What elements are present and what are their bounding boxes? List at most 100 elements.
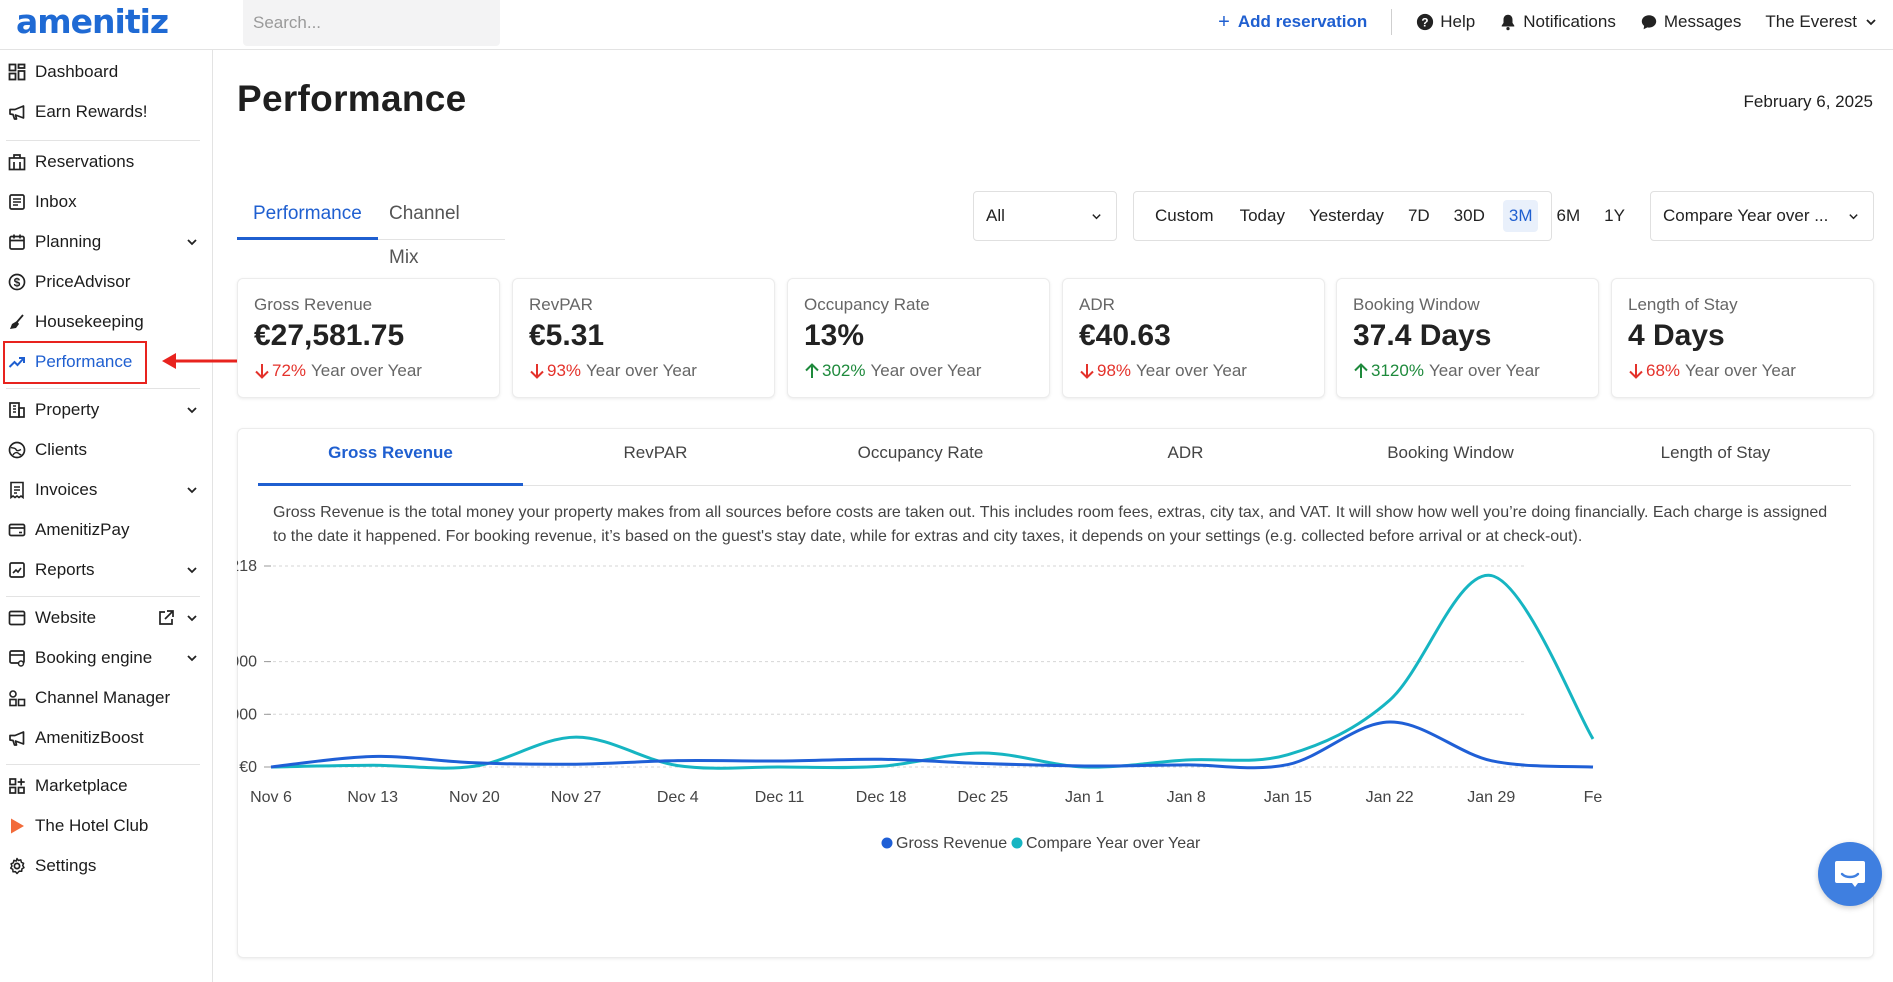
sidebar-item-property[interactable]: Property [0, 392, 212, 428]
sidebar-item-performance[interactable]: Performance [0, 344, 212, 380]
chevron-down-icon[interactable] [186, 236, 198, 248]
sidebar-item-booking-engine[interactable]: Booking engine [0, 640, 212, 676]
sidebar-item-amenitizpay[interactable]: AmenitizPay [0, 512, 212, 548]
sidebar-item-label: Dashboard [35, 62, 119, 81]
chart-tab-occupancy-rate[interactable]: Occupancy Rate [857, 443, 984, 462]
sidebar: Dashboard Earn Rewards! Reservations Inb… [0, 50, 213, 982]
sidebar-item-marketplace[interactable]: Marketplace [0, 768, 212, 804]
sidebar-item-the-hotel-club[interactable]: The Hotel Club [0, 808, 212, 844]
sidebar-item-reports[interactable]: Reports [0, 552, 212, 588]
sidebar-item-housekeeping[interactable]: Housekeeping [0, 304, 212, 340]
tab-performance[interactable]: Performance [237, 192, 378, 240]
sidebar-item-label: Clients [35, 440, 87, 459]
kpi-change-percent: 3120% [1371, 361, 1424, 380]
property-icon [9, 402, 25, 418]
sidebar-item-inbox[interactable]: Inbox [0, 184, 212, 220]
grid-icon [8, 63, 26, 81]
range-6m-button[interactable]: 6M [1556, 206, 1581, 225]
sidebar-item-clients[interactable]: Clients [0, 432, 212, 468]
legend-marker [881, 837, 893, 849]
x-tick-label: Fe [1584, 789, 1603, 806]
chevron-down-icon[interactable] [186, 652, 198, 664]
play-icon [11, 818, 24, 834]
kpi-change-suffix: Year over Year [870, 361, 982, 380]
compare-select[interactable]: Compare Year over ... [1650, 191, 1874, 241]
broom-icon [10, 314, 24, 329]
kpi-card-booking-window[interactable]: Booking Window 37.4 Days 3120% Year over… [1336, 278, 1599, 398]
external-link-icon[interactable] [157, 609, 175, 627]
sidebar-item-settings[interactable]: Settings [0, 848, 212, 884]
chart-tab-gross-revenue[interactable]: Gross Revenue [258, 430, 523, 486]
page-tabs: Performance Channel Mix [237, 192, 505, 268]
top-bar: amenitiz + Add reservation ? Help Notifi… [0, 0, 1893, 50]
kpi-change-suffix: Year over Year [1136, 361, 1247, 380]
add-reservation-label: Add reservation [1237, 12, 1368, 31]
kpi-change-percent: 72% [272, 361, 307, 380]
range-3m-button[interactable]: 3M [1502, 200, 1539, 232]
sidebar-item-priceadvisor[interactable]: $ PriceAdvisor [0, 264, 212, 300]
range-custom-button[interactable]: Custom [1155, 206, 1214, 225]
sidebar-item-amenitizboost[interactable]: AmenitizBoost [0, 720, 212, 756]
chat-support-button[interactable] [1818, 842, 1882, 906]
chart-tab-booking-window[interactable]: Booking Window [1387, 443, 1514, 462]
sidebar-item-reservations[interactable]: Reservations [0, 144, 212, 180]
kpi-card-adr[interactable]: ADR €40.63 98% Year over Year [1062, 278, 1325, 398]
x-tick-label: Dec 11 [755, 789, 805, 806]
filter-select[interactable]: All [973, 191, 1117, 241]
sidebar-item-earn-rewards[interactable]: Earn Rewards! [0, 94, 212, 130]
sidebar-item-channel-manager[interactable]: Channel Manager [0, 680, 212, 716]
svg-text:$: $ [14, 276, 21, 290]
x-tick-label: Jan 29 [1467, 789, 1515, 806]
search-input[interactable] [243, 0, 500, 46]
sidebar-item-label: Invoices [35, 480, 98, 499]
amenitiz-logo[interactable]: amenitiz [16, 2, 169, 41]
sidebar-item-label: Reservations [35, 152, 135, 171]
divider [6, 764, 200, 765]
page-title: Performance [237, 78, 467, 119]
range-1y-button[interactable]: 1Y [1604, 206, 1625, 225]
chart-tab-adr[interactable]: ADR [1167, 443, 1204, 462]
add-reservation-button[interactable]: + Add reservation [1218, 11, 1391, 34]
sidebar-item-label: Property [35, 400, 100, 419]
range-yesterday-button[interactable]: Yesterday [1308, 206, 1384, 225]
kpi-card-length-of-stay[interactable]: Length of Stay 4 Days 68% Year over Year [1611, 278, 1874, 398]
chevron-down-icon[interactable] [186, 612, 198, 624]
kpi-value: €40.63 [1079, 319, 1171, 352]
tab-channel-mix[interactable]: Channel Mix [389, 203, 460, 268]
chevron-down-icon[interactable] [186, 484, 198, 496]
kpi-value: €5.31 [529, 319, 605, 352]
help-label: Help [1440, 12, 1476, 31]
kpi-label: Occupancy Rate [804, 295, 930, 314]
sidebar-item-dashboard[interactable]: Dashboard [0, 54, 212, 90]
range-30d-button[interactable]: 30D [1453, 206, 1485, 225]
kpi-card-revpar[interactable]: RevPAR €5.31 93% Year over Year [512, 278, 775, 398]
notifications-button[interactable]: Notifications [1499, 12, 1616, 32]
divider [6, 388, 200, 389]
sidebar-item-label: Planning [35, 232, 102, 251]
notifications-label: Notifications [1523, 12, 1616, 31]
reports-icon [9, 562, 25, 578]
range-7d-button[interactable]: 7D [1407, 206, 1430, 225]
y-tick-label: €15,000 [237, 706, 257, 723]
kpi-change-percent: 302% [822, 361, 866, 380]
sidebar-item-invoices[interactable]: Invoices [0, 472, 212, 508]
trending-up-icon [8, 357, 25, 368]
property-switcher[interactable]: The Everest [1765, 12, 1877, 32]
range-today-button[interactable]: Today [1239, 206, 1285, 225]
chart-description: Gross Revenue is the total money your pr… [273, 504, 1828, 545]
kpi-change: 93% Year over Year [529, 361, 697, 381]
x-tick-label: Jan 15 [1264, 789, 1312, 806]
sidebar-item-planning[interactable]: Planning [0, 224, 212, 260]
help-button[interactable]: ? Help [1416, 12, 1475, 32]
chart-tab-length-of-stay[interactable]: Length of Stay [1660, 443, 1771, 462]
megaphone-icon [9, 731, 25, 746]
kpi-card-occupancy-rate[interactable]: Occupancy Rate 13% 302% Year over Year [787, 278, 1050, 398]
chevron-down-icon[interactable] [186, 564, 198, 576]
current-date: February 6, 2025 [1743, 92, 1873, 111]
chart-tab-revpar[interactable]: RevPAR [623, 443, 688, 462]
sidebar-item-website[interactable]: Website [0, 600, 212, 636]
chevron-down-icon[interactable] [186, 404, 198, 416]
messages-button[interactable]: Messages [1640, 12, 1741, 32]
kpi-card-gross-revenue[interactable]: Gross Revenue €27,581.75 72% Year over Y… [237, 278, 500, 398]
apps-icon [9, 778, 25, 794]
